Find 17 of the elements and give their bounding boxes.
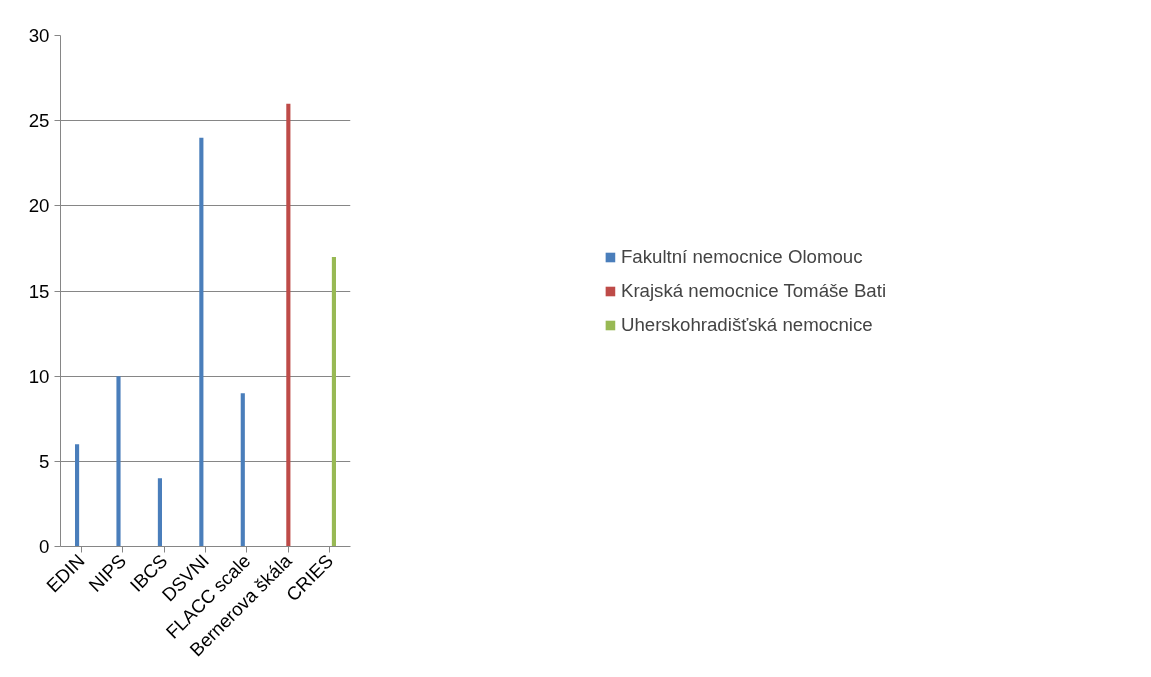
y-tick-label: 10 (28, 365, 50, 387)
bar (157, 478, 162, 547)
bar (199, 137, 204, 547)
legend-label: Krajská nemocnice Tomáše Bati (620, 279, 887, 302)
bar (331, 256, 336, 547)
bar (286, 103, 291, 547)
y-tick-label: 0 (39, 536, 50, 557)
legend-label: Fakultní nemocnice Olomouc (620, 245, 863, 268)
legend-label: Uherskohradišťská nemocnice (620, 313, 873, 336)
bar (240, 393, 245, 547)
y-tick-label: 30 (28, 25, 50, 46)
y-tick-label: 20 (28, 195, 50, 217)
y-tick-label: 25 (28, 110, 50, 132)
y-tick-label: 5 (39, 450, 50, 472)
y-tick-label: 15 (28, 280, 50, 302)
bar (116, 376, 121, 547)
bar (75, 444, 80, 547)
